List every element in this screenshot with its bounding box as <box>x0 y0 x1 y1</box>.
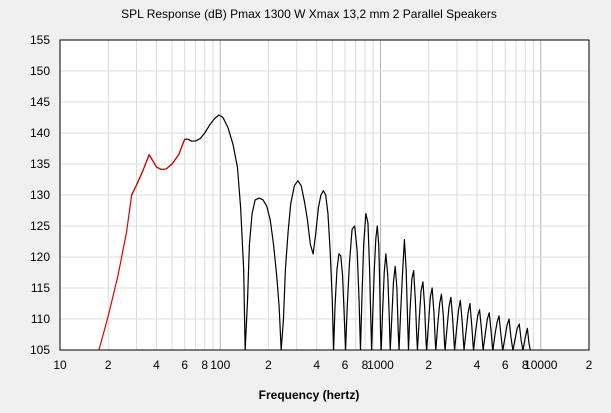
series-line-excursion-limited <box>98 138 186 351</box>
x-tick-label: 2 <box>586 358 593 372</box>
y-axis-ticks: 105 110 115 120 125 130 135 140 145 150 155 <box>30 33 50 357</box>
x-tick-label: 8 <box>201 358 208 372</box>
curves <box>98 114 531 351</box>
x-axis-label: Frequency (hertz) <box>259 388 360 402</box>
series-line-power-limited <box>131 114 531 351</box>
x-tick-label: 4 <box>313 358 320 372</box>
chart-title: SPL Response (dB) Pmax 1300 W Xmax 13,2 … <box>121 7 497 21</box>
x-tick-label: 4 <box>153 358 160 372</box>
x-tick-label: 4 <box>474 358 481 372</box>
y-tick-label: 105 <box>30 343 50 357</box>
x-tick-label: 1000 <box>367 358 394 372</box>
y-tick-label: 115 <box>31 281 50 295</box>
grid <box>60 40 589 350</box>
x-tick-label: 2 <box>105 358 112 372</box>
x-tick-label: 2 <box>265 358 272 372</box>
y-tick-label: 135 <box>30 157 50 171</box>
plot-frame <box>59 39 590 351</box>
x-tick-label: 6 <box>342 358 349 372</box>
x-tick-label: 10000 <box>524 358 558 372</box>
x-tick-label: 2 <box>425 358 432 372</box>
x-tick-label: 100 <box>210 358 230 372</box>
y-tick-label: 145 <box>30 95 50 109</box>
y-tick-label: 150 <box>30 64 50 78</box>
x-tick-label: 8 <box>522 358 529 372</box>
y-tick-label: 130 <box>30 188 50 202</box>
y-tick-label: 140 <box>30 126 50 140</box>
x-tick-label: 8 <box>362 358 369 372</box>
x-tick-label: 10 <box>53 358 67 372</box>
y-tick-label: 110 <box>31 312 50 326</box>
y-tick-label: 125 <box>30 219 50 233</box>
y-tick-label: 120 <box>30 250 50 264</box>
x-tick-label: 6 <box>181 358 188 372</box>
y-tick-label: 155 <box>30 33 50 47</box>
x-tick-label: 6 <box>502 358 509 372</box>
